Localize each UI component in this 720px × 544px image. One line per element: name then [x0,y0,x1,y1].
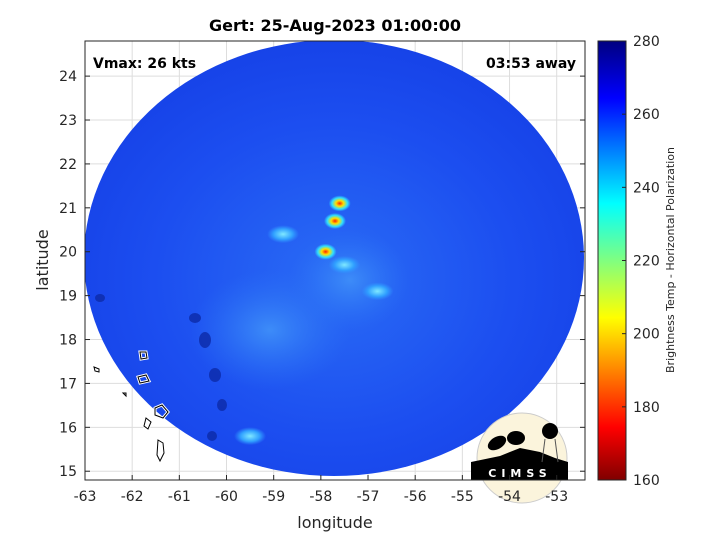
cold-spot [361,282,394,301]
colorbar-tick-label: 160 [633,473,660,489]
colorbar-ticks: 160 180 200 220 240 260 280 [622,34,660,489]
time-away-label: 03:53 away [486,56,576,72]
x-tick-label: -53 [545,489,568,505]
y-tick-label: 15 [59,464,77,480]
x-axis-label: longitude [297,513,372,532]
colorbar [597,40,627,481]
cold-spot [234,427,267,446]
colorbar-tick-label: 260 [633,107,660,123]
cold-spot [328,255,361,274]
swath [85,41,584,476]
x-tick-label: -62 [121,489,144,505]
cold-spot [314,243,337,260]
x-tick-label: -58 [309,489,332,505]
x-tick-label: -57 [357,489,380,505]
chart-title: Gert: 25-Aug-2023 01:00:00 [209,16,461,35]
colorbar-tick-label: 220 [633,254,660,270]
y-tick-label: 23 [59,113,77,129]
y-tick-label: 22 [59,157,77,173]
colorbar-tick-label: 180 [633,400,660,416]
cold-spot [267,225,300,244]
y-tick-label: 19 [59,289,77,305]
y-tick-label: 20 [59,245,77,261]
colorbar-label: Brightness Temp - Horizontal Polarizatio… [664,147,677,373]
logo-text: CIMSS [488,467,551,480]
colorbar-tick-label: 280 [633,34,660,50]
y-tick-label: 17 [59,376,77,392]
coastlines-inner [93,351,169,463]
x-tick-label: -63 [74,489,97,505]
y-tick-label: 16 [59,420,77,436]
x-tick-label: -59 [262,489,285,505]
x-tick-label: -54 [498,489,521,505]
y-tick-label: 24 [59,69,77,85]
x-tick-label: -61 [168,489,191,505]
x-tick-label: -60 [215,489,238,505]
colorbar-tick-label: 240 [633,180,660,196]
plot-frame [84,40,586,481]
vmax-label: Vmax: 26 kts [93,56,196,72]
x-tick-label: -56 [404,489,427,505]
x-tick-label: -55 [451,489,474,505]
colorbar-tick-label: 200 [633,327,660,343]
y-tick-label: 21 [59,201,77,217]
y-axis-label: latitude [33,229,52,290]
y-tick-label: 18 [59,333,77,349]
cold-spot [324,212,346,229]
warm-region [290,230,410,330]
cold-spot [328,195,351,212]
dark-band [95,294,227,441]
axis-ticks: -63 -62 -61 -60 -59 -58 -57 -56 -55 -54 -53 15 16 17 1… [59,69,585,505]
